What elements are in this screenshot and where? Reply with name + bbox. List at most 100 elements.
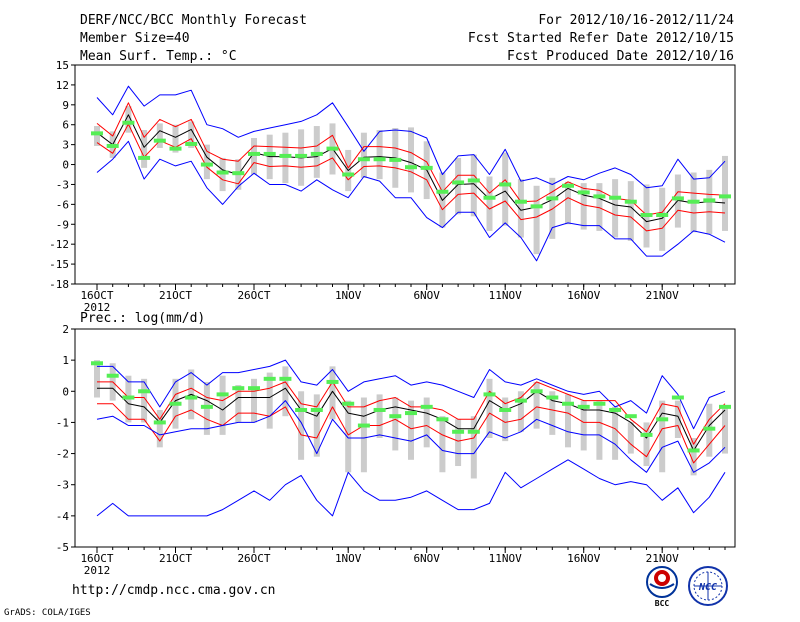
marker bbox=[326, 146, 339, 151]
marker bbox=[232, 171, 245, 176]
marker bbox=[609, 407, 622, 412]
range-bar bbox=[376, 394, 383, 438]
x-tick-label: 1NOV bbox=[335, 289, 362, 302]
y-tick-label: 6 bbox=[62, 119, 69, 132]
range-bar bbox=[94, 360, 100, 398]
range-bar bbox=[722, 155, 728, 231]
range-bar bbox=[580, 400, 587, 451]
marker bbox=[295, 407, 308, 412]
x-tick-label: 16NOV bbox=[567, 552, 600, 565]
marker bbox=[216, 170, 229, 175]
range-bar bbox=[502, 152, 509, 226]
y-tick-label: -6 bbox=[56, 198, 69, 211]
range-bar bbox=[517, 391, 524, 432]
marker bbox=[122, 395, 135, 400]
marker bbox=[200, 404, 213, 409]
y-tick-label: 1 bbox=[62, 354, 69, 367]
range-bar bbox=[455, 419, 462, 467]
marker bbox=[499, 182, 512, 187]
range-bar bbox=[188, 121, 195, 148]
marker bbox=[91, 361, 103, 366]
marker bbox=[656, 212, 669, 217]
range-bar bbox=[722, 406, 728, 454]
range-bar bbox=[313, 394, 320, 457]
marker bbox=[106, 373, 119, 378]
marker bbox=[389, 157, 402, 162]
range-bar bbox=[517, 179, 524, 238]
marker bbox=[405, 165, 417, 170]
marker bbox=[593, 194, 606, 199]
range-bar bbox=[565, 394, 571, 448]
marker bbox=[357, 423, 370, 428]
marker bbox=[389, 414, 402, 419]
range-bar bbox=[533, 381, 540, 429]
marker bbox=[671, 395, 684, 400]
marker bbox=[687, 448, 700, 453]
series-max bbox=[96, 85, 726, 189]
range-bar bbox=[470, 416, 477, 479]
source-url[interactable]: http://cmdp.ncc.cma.gov.cn bbox=[72, 583, 276, 598]
marker bbox=[624, 414, 637, 419]
forecast-produced-date: Fcst Produced Date 2012/10/16 bbox=[507, 49, 734, 64]
marker bbox=[326, 379, 339, 384]
x-tick-label: 16OCT bbox=[80, 552, 113, 565]
range-bar bbox=[549, 177, 556, 239]
marker bbox=[530, 204, 543, 209]
marker bbox=[169, 146, 182, 151]
range-bar bbox=[156, 123, 163, 148]
range-bar bbox=[674, 400, 681, 438]
series-low-envelope bbox=[96, 459, 726, 517]
marker bbox=[153, 420, 166, 425]
x-tick-sublabel: 2012 bbox=[84, 564, 111, 577]
y-tick-label: -4 bbox=[56, 510, 70, 523]
y-tick-label: 12 bbox=[56, 79, 69, 92]
marker bbox=[200, 162, 213, 167]
series-lower bbox=[96, 123, 726, 232]
series-min bbox=[96, 140, 726, 262]
marker bbox=[687, 199, 700, 204]
range-bar bbox=[360, 132, 367, 178]
marker bbox=[483, 195, 496, 200]
range-bar bbox=[141, 378, 148, 423]
marker bbox=[483, 392, 496, 397]
range-bar bbox=[502, 397, 509, 442]
marker bbox=[185, 395, 198, 400]
marker bbox=[609, 195, 622, 200]
x-tick-label: 6NOV bbox=[413, 289, 440, 302]
range-bar bbox=[360, 397, 367, 473]
grads-credit: GrADS: COLA/IGES bbox=[4, 608, 91, 618]
marker bbox=[420, 404, 433, 409]
bcc-logo: BCC bbox=[646, 566, 678, 608]
marker bbox=[640, 212, 653, 217]
forecast-started-date: Fcst Started Refer Date 2012/10/15 bbox=[468, 31, 734, 46]
marker bbox=[279, 153, 292, 158]
forecast-period: For 2012/10/16-2012/11/24 bbox=[538, 13, 734, 28]
range-bar bbox=[580, 183, 587, 230]
y-tick-label: -9 bbox=[56, 218, 69, 231]
marker bbox=[656, 417, 669, 422]
marker bbox=[263, 376, 276, 381]
range-bar bbox=[612, 179, 619, 238]
marker bbox=[357, 157, 370, 162]
marker bbox=[232, 386, 245, 391]
marker bbox=[216, 392, 229, 397]
series-max bbox=[97, 359, 726, 430]
marker bbox=[436, 417, 449, 422]
y-tick-label: 2 bbox=[62, 323, 69, 336]
marker bbox=[624, 199, 637, 204]
marker bbox=[138, 389, 151, 394]
range-bar bbox=[408, 400, 414, 460]
range-bar bbox=[266, 372, 273, 429]
y-tick-label: -3 bbox=[56, 479, 69, 492]
marker bbox=[562, 183, 574, 188]
range-bar bbox=[282, 366, 289, 417]
y-tick-label: 0 bbox=[62, 385, 69, 398]
marker bbox=[719, 404, 731, 409]
marker bbox=[342, 172, 355, 177]
range-bar bbox=[565, 181, 571, 225]
range-bar bbox=[219, 375, 226, 435]
range-bar bbox=[251, 138, 257, 175]
range-bar bbox=[627, 422, 634, 454]
range-bar bbox=[156, 409, 163, 448]
